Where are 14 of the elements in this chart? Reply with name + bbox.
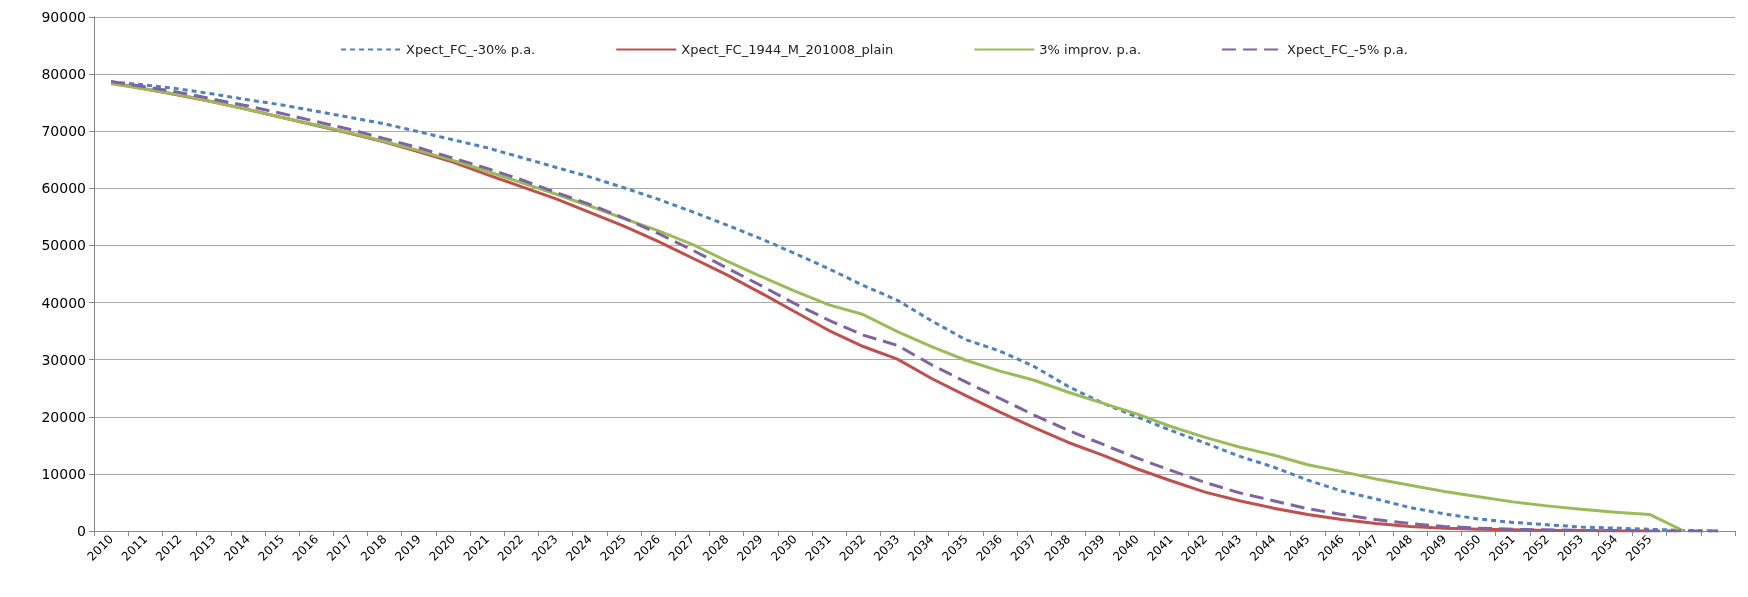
y-tick-label: 40000 xyxy=(41,294,86,311)
legend-label: 3% improv. p.a. xyxy=(1039,42,1142,57)
y-tick-label: 80000 xyxy=(41,66,86,83)
y-tick-label: 90000 xyxy=(41,9,86,25)
legend-label: Xpect_FC_1944_M_201008_plain xyxy=(681,42,894,57)
legend-label: Xpect_FC_-30% p.a. xyxy=(406,42,536,57)
y-tick-label: 0 xyxy=(77,523,86,539)
y-tick-label: 70000 xyxy=(41,123,86,140)
y-tick-label: 20000 xyxy=(41,408,86,425)
y-tick-label: 30000 xyxy=(41,351,86,368)
y-tick-label: 60000 xyxy=(41,180,86,197)
y-tick-label: 10000 xyxy=(41,465,86,482)
y-tick-label: 50000 xyxy=(41,237,86,254)
legend-label: Xpect_FC_-5% p.a. xyxy=(1287,42,1408,57)
